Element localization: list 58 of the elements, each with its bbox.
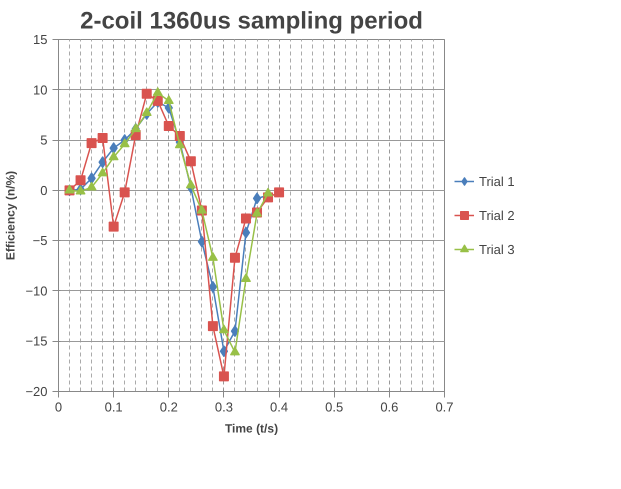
y-tick-label: 15 (33, 32, 48, 47)
point (152, 87, 163, 96)
point (186, 180, 196, 188)
point (142, 88, 152, 99)
x-tick-label: 0.1 (104, 400, 123, 414)
y-tick-label: −10 (25, 283, 48, 298)
point (87, 172, 96, 184)
point (274, 187, 284, 198)
point (240, 273, 251, 282)
point (174, 139, 185, 148)
point (208, 321, 218, 332)
x-tick-label: 0 (54, 400, 62, 414)
point (208, 252, 218, 261)
point (240, 214, 251, 224)
point (98, 133, 108, 144)
y-tick-label: 5 (40, 132, 48, 148)
x-axis-title: Time (t/s) (224, 422, 278, 436)
point (98, 168, 108, 176)
legend-label: Trial 3 (479, 242, 515, 256)
point (86, 138, 97, 148)
point (252, 192, 262, 204)
point (230, 325, 240, 338)
point (230, 346, 240, 356)
x-tick-label: 0.7 (435, 400, 454, 414)
point (120, 187, 130, 198)
point (164, 95, 174, 104)
point (142, 107, 152, 116)
y-tick-label: −15 (25, 334, 48, 349)
point (130, 123, 141, 132)
point (242, 226, 250, 239)
y-tick-label: −20 (25, 384, 48, 399)
x-tick-label: 0.5 (325, 400, 344, 414)
point (108, 151, 119, 160)
x-tick-label: 0.4 (270, 400, 288, 414)
legend-label: Trial 1 (479, 174, 515, 188)
y-tick-label: 0 (40, 182, 48, 198)
point (230, 252, 240, 263)
point (208, 280, 218, 293)
x-tick-label: 0.2 (160, 400, 178, 414)
point (120, 138, 130, 148)
y-tick-label: 10 (33, 82, 48, 98)
point (164, 120, 174, 131)
point (186, 156, 196, 166)
point (86, 182, 97, 190)
point (218, 324, 229, 334)
y-axis-title: Efficiency (n/%) (3, 170, 18, 260)
legend-label: Trial 2 (479, 208, 515, 222)
point (109, 142, 118, 154)
point (263, 188, 274, 196)
point (76, 186, 86, 194)
point (108, 222, 119, 232)
x-tick-label: 0.3 (214, 400, 233, 414)
point (198, 236, 206, 248)
x-tick-label: 0.6 (380, 400, 398, 414)
point (218, 371, 229, 382)
chart-title: 2-coil 1360us sampling period (80, 8, 423, 34)
point (76, 175, 86, 186)
y-tick-label: −5 (32, 233, 48, 248)
